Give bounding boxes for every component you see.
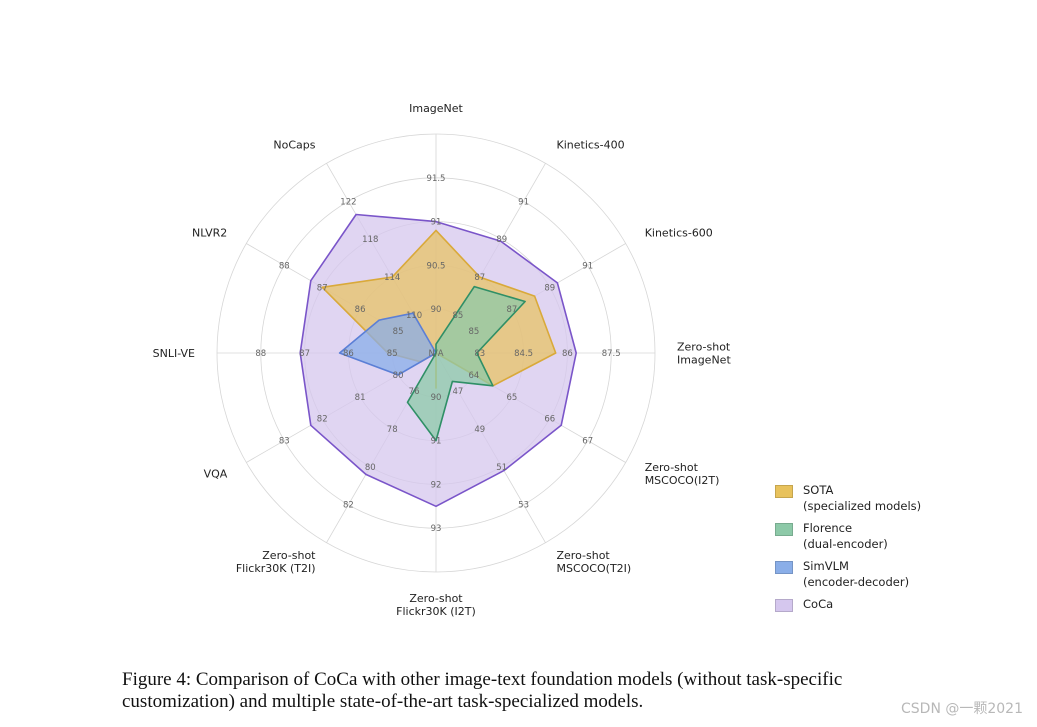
tick-label: 89: [544, 283, 555, 293]
tick-label: 122: [340, 197, 356, 207]
tick-label: 82: [317, 415, 328, 425]
tick-label: 82: [343, 501, 354, 511]
tick-label: 85: [393, 327, 404, 337]
center-label: N/A: [428, 349, 443, 359]
legend-swatch: [775, 485, 793, 498]
axis-label: Zero-shot MSCOCO(I2T): [645, 461, 720, 487]
axis-label: ImageNet: [409, 102, 463, 115]
watermark: CSDN @一颗2021: [901, 701, 1023, 717]
tick-label: 90: [431, 305, 442, 315]
legend-item: SimVLM (encoder-decoder): [775, 558, 921, 590]
tick-label: 80: [393, 371, 404, 381]
legend-item: CoCa: [775, 596, 921, 612]
tick-label: 88: [255, 349, 266, 359]
tick-label: 93: [431, 524, 442, 534]
tick-label: 76: [409, 387, 420, 397]
legend-swatch: [775, 523, 793, 536]
legend: SOTA (specialized models) Florence (dual-…: [775, 482, 921, 618]
tick-label: 118: [362, 235, 378, 245]
tick-label: 114: [384, 273, 400, 283]
tick-label: 80: [365, 463, 376, 473]
tick-label: 87.5: [602, 349, 621, 359]
tick-label: 78: [387, 425, 398, 435]
tick-label: 91: [431, 218, 442, 228]
tick-label: 90.5: [427, 261, 446, 271]
tick-label: 86: [562, 349, 573, 359]
tick-label: 91.5: [427, 174, 446, 184]
tick-label: 66: [544, 415, 555, 425]
axis-label: Zero-shot Flickr30K (T2I): [236, 549, 316, 575]
axis-label: Kinetics-600: [645, 227, 713, 240]
tick-label: 87: [299, 349, 310, 359]
axis-label: Kinetics-400: [557, 138, 625, 151]
axis-label: SNLI-VE: [153, 347, 195, 360]
tick-label: 67: [582, 437, 593, 447]
tick-label: 89: [496, 235, 507, 245]
series-florence-polygon: [406, 285, 526, 442]
legend-label: CoCa: [803, 597, 834, 611]
legend-item: Florence (dual-encoder): [775, 520, 921, 552]
legend-swatch: [775, 561, 793, 574]
tick-label: 91: [431, 437, 442, 447]
tick-label: 53: [518, 501, 529, 511]
legend-label: SimVLM (encoder-decoder): [803, 559, 910, 589]
axis-label: Zero-shot MSCOCO(T2I): [557, 549, 632, 575]
legend-swatch: [775, 599, 793, 612]
tick-label: 91: [518, 197, 529, 207]
figure-caption: Figure 4: Comparison of CoCa with other …: [122, 669, 843, 712]
axis-label: Zero-shot Flickr30K (I2T): [396, 592, 476, 618]
axis-label: NLVR2: [192, 227, 227, 240]
legend-label: SOTA (specialized models): [803, 483, 922, 513]
tick-label: 91: [582, 261, 593, 271]
legend-label: Florence (dual-encoder): [803, 521, 888, 551]
tick-label: 90: [431, 393, 442, 403]
axis-label: NoCaps: [273, 138, 315, 151]
tick-label: 87: [317, 283, 328, 293]
legend-item: SOTA (specialized models): [775, 482, 921, 514]
tick-label: 49: [474, 425, 485, 435]
tick-label: 86: [343, 349, 354, 359]
tick-label: 83: [279, 437, 290, 447]
tick-label: 81: [355, 393, 366, 403]
radar-chart: 90 90.5 91 91.5 85 87 89 91 85 87 89 91 83 84.5 86 87.5…: [153, 102, 732, 618]
tick-label: 87: [506, 305, 517, 315]
tick-label: 88: [279, 261, 290, 271]
tick-label: 87: [474, 273, 485, 283]
axis-label: VQA: [204, 468, 228, 481]
tick-label: 92: [431, 480, 442, 490]
tick-label: 65: [506, 393, 517, 403]
tick-label: 64: [468, 371, 479, 381]
tick-label: 84.5: [514, 349, 533, 359]
series-simvlm-polygon: [338, 312, 437, 376]
tick-label: 51: [496, 463, 507, 473]
tick-label: 85: [452, 311, 463, 321]
tick-label: 85: [387, 349, 398, 359]
tick-label: 86: [355, 305, 366, 315]
tick-label: 83: [474, 349, 485, 359]
tick-label: 47: [452, 387, 463, 397]
axis-label: Zero-shot ImageNet: [677, 341, 731, 367]
tick-label: 110: [406, 311, 422, 321]
tick-label: 85: [468, 327, 479, 337]
